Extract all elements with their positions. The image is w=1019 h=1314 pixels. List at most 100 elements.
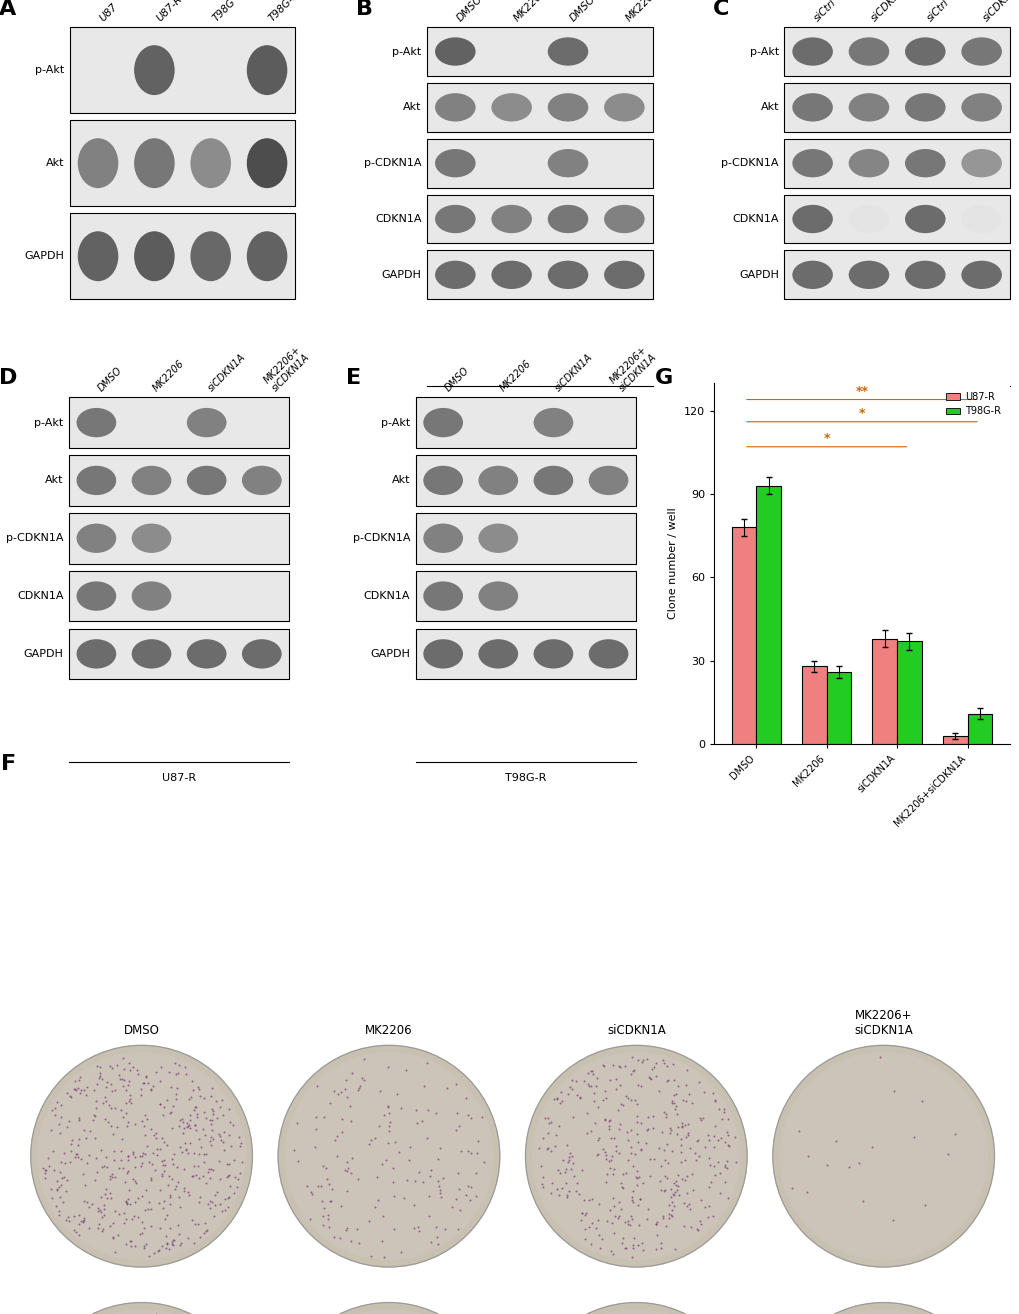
Ellipse shape [588,465,628,495]
Bar [755,486,781,744]
Ellipse shape [904,205,945,233]
Ellipse shape [478,523,518,553]
Legend: U87-R, T98G-R: U87-R, T98G-R [941,388,1004,420]
Ellipse shape [848,148,889,177]
Ellipse shape [76,407,116,438]
Text: siCDKN1A: siCDKN1A [980,0,1019,24]
Ellipse shape [435,93,475,121]
Ellipse shape [960,205,1001,233]
Text: DMSO: DMSO [96,365,124,394]
Text: **: ** [855,385,867,398]
Text: U87-R: U87-R [154,0,183,24]
Bar [784,194,1009,243]
Text: T98G-R: T98G-R [931,397,973,407]
Bar [801,666,825,744]
Bar [784,139,1009,188]
Bar [68,628,289,679]
Ellipse shape [792,148,833,177]
Ellipse shape [491,205,532,233]
Text: Akt: Akt [760,102,779,113]
Ellipse shape [960,148,1001,177]
Ellipse shape [247,231,287,281]
Ellipse shape [533,407,573,438]
Text: p-Akt: p-Akt [35,418,63,427]
Text: CDKN1A: CDKN1A [17,591,63,600]
Bar [68,397,289,448]
Bar [942,736,967,744]
Ellipse shape [960,37,1001,66]
Bar [825,671,851,744]
Ellipse shape [960,260,1001,289]
Ellipse shape [435,37,475,66]
Text: T98G-R: T98G-R [504,773,546,783]
Ellipse shape [423,523,463,553]
Ellipse shape [491,93,532,121]
Bar [427,194,652,243]
Text: MK2206+
siCDKN1A: MK2206+ siCDKN1A [608,344,657,394]
Ellipse shape [131,465,171,495]
Text: p-CDKN1A: p-CDKN1A [720,158,779,168]
Ellipse shape [186,407,226,438]
Ellipse shape [547,260,588,289]
Bar [69,28,294,113]
Bar [871,639,897,744]
Ellipse shape [547,205,588,233]
Ellipse shape [435,148,475,177]
Text: G: G [654,368,673,389]
Bar [784,83,1009,131]
Text: U87-R: U87-R [823,397,857,407]
Ellipse shape [76,639,116,669]
Ellipse shape [77,231,118,281]
Bar [427,139,652,188]
Ellipse shape [77,138,118,188]
Ellipse shape [242,639,281,669]
Bar [427,83,652,131]
Text: GAPDH: GAPDH [739,269,779,280]
Ellipse shape [247,45,287,95]
Text: GAPDH: GAPDH [381,269,421,280]
Text: U87-R: U87-R [162,773,196,783]
Ellipse shape [533,465,573,495]
Ellipse shape [131,523,171,553]
Text: Akt: Akt [45,476,63,485]
Text: siCDKN1A: siCDKN1A [207,352,248,394]
Text: p-Akt: p-Akt [392,46,421,57]
Ellipse shape [247,138,287,188]
Text: T98G-R: T98G-R [575,397,616,407]
Bar [69,213,294,300]
Bar [69,120,294,206]
Ellipse shape [603,205,644,233]
Ellipse shape [848,205,889,233]
Text: D: D [0,368,17,389]
Text: GAPDH: GAPDH [24,251,64,261]
Text: *: * [822,432,829,445]
Bar [68,512,289,564]
Text: DMSO: DMSO [442,365,471,394]
Bar [415,570,636,622]
Text: p-CDKN1A: p-CDKN1A [6,533,63,543]
Text: DMSO: DMSO [568,0,597,24]
Ellipse shape [904,148,945,177]
Ellipse shape [131,581,171,611]
Text: T98G: T98G [211,0,237,24]
Text: GAPDH: GAPDH [23,649,63,658]
Ellipse shape [423,639,463,669]
Ellipse shape [133,231,174,281]
Bar [68,455,289,506]
Ellipse shape [547,93,588,121]
Bar [415,397,636,448]
Text: p-Akt: p-Akt [749,46,779,57]
Ellipse shape [491,260,532,289]
Ellipse shape [547,148,588,177]
Ellipse shape [603,93,644,121]
Bar [731,527,755,744]
Ellipse shape [423,465,463,495]
Text: Akt: Akt [391,476,410,485]
Ellipse shape [435,205,475,233]
Ellipse shape [792,260,833,289]
Text: U87: U87 [98,1,120,24]
Bar [427,251,652,300]
Ellipse shape [435,260,475,289]
Text: siCtrl: siCtrl [812,0,838,24]
Bar [68,570,289,622]
